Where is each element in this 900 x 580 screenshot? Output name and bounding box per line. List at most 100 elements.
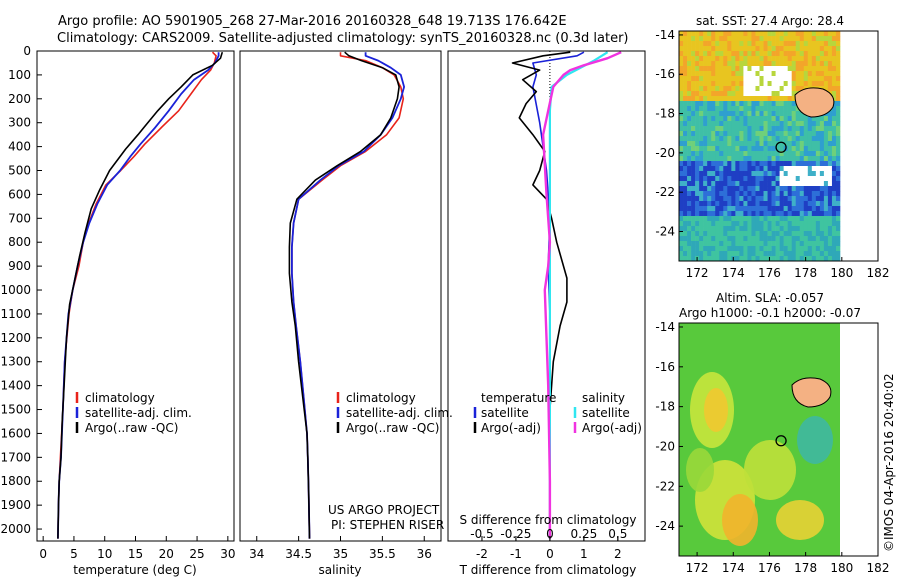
sst-cell [767, 211, 772, 217]
sst-cell [691, 71, 696, 77]
sst-cell [747, 146, 752, 152]
sst-cell [767, 136, 772, 142]
sst-cell [807, 56, 813, 62]
sst-cell [767, 156, 772, 162]
sst-cell [731, 201, 736, 207]
sst-cell [827, 36, 833, 42]
sst-cell [831, 256, 837, 262]
sst-cell [835, 116, 841, 122]
sst-cell [819, 141, 825, 147]
sst-cell [747, 36, 752, 42]
sst-cell [711, 31, 716, 37]
sst-cell [823, 196, 829, 202]
sst-cell [835, 226, 841, 232]
sst-cell [727, 51, 732, 57]
sst-cell [759, 196, 764, 202]
sst-cell [731, 216, 736, 222]
sst-cell [803, 56, 809, 62]
sst-cell [731, 251, 736, 257]
x-tick-label: -1 [510, 547, 522, 561]
sst-cell [759, 221, 764, 227]
sst-cell [763, 136, 768, 142]
sst-cell [787, 156, 792, 162]
difference-plot-area [511, 51, 622, 541]
sst-cell [695, 86, 700, 92]
sst-cell [807, 201, 813, 207]
sst-cell [775, 216, 780, 222]
sst-cell [763, 81, 768, 87]
sst-cell [711, 86, 716, 92]
sst-cell [827, 126, 833, 132]
sst-cell [715, 161, 720, 167]
sst-cell [763, 156, 768, 162]
sst-cell [799, 126, 805, 132]
sst-cell [795, 171, 801, 177]
sst-cell [703, 131, 708, 137]
sst-cell [743, 146, 748, 152]
sst-cell [807, 191, 813, 197]
sst-cell [683, 231, 688, 237]
sst-cell [719, 196, 724, 202]
sst-cell [735, 101, 740, 107]
sst-cell [683, 96, 688, 102]
sst-cell [711, 156, 716, 162]
sst-cell [699, 151, 704, 157]
sst-cell [771, 216, 776, 222]
sst-cell [819, 36, 825, 42]
sst-cell [799, 241, 805, 247]
sst-cell [711, 151, 716, 157]
sst-cell [799, 146, 805, 152]
sst-cell [703, 141, 708, 147]
sst-cell [811, 51, 817, 57]
sst-cell [815, 156, 821, 162]
sst-cell [691, 231, 696, 237]
sst-cell [835, 101, 841, 107]
sst-cell [699, 91, 704, 97]
sst-cell [775, 156, 780, 162]
pi-annotation: PI: STEPHEN RISER [331, 518, 444, 532]
sst-cell [723, 76, 728, 82]
sst-cell [679, 126, 684, 132]
sst-cell [803, 196, 809, 202]
sst-cell [699, 181, 704, 187]
sst-cell [743, 131, 748, 137]
sst-cell [755, 186, 760, 192]
sst-cell [695, 91, 700, 97]
sst-cell [755, 166, 760, 172]
sst-cell [731, 81, 736, 87]
sst-cell [835, 126, 841, 132]
sst-cell [827, 56, 833, 62]
sst-cell [767, 226, 772, 232]
sst-cell [731, 101, 736, 107]
sst-cell [791, 256, 797, 262]
sst-cell [695, 76, 700, 82]
sst-cell [715, 116, 720, 122]
sst-cell [739, 171, 744, 177]
sst-cell [727, 126, 732, 132]
sst-cell [731, 166, 736, 172]
sst-cell [791, 221, 797, 227]
sst-cell [779, 181, 784, 187]
sst-cell [799, 61, 805, 67]
sst-cell [791, 101, 797, 107]
sst-cell [691, 91, 696, 97]
sst-cell [811, 221, 817, 227]
sst-cell [795, 186, 801, 192]
legend-label-temp-argo: Argo(-adj) [481, 421, 541, 435]
sst-cell [835, 151, 841, 157]
sst-cell [703, 106, 708, 112]
sst-cell [763, 66, 768, 72]
sst-cell [743, 231, 748, 237]
sst-cell [743, 226, 748, 232]
sst-cell [703, 211, 708, 217]
sst-cell [715, 86, 720, 92]
sst-cell [715, 196, 720, 202]
sst-cell [683, 126, 688, 132]
sst-cell [763, 241, 768, 247]
sst-cell [831, 186, 837, 192]
sst-cell [819, 51, 825, 57]
sst-cell [787, 36, 792, 42]
sst-cell [739, 141, 744, 147]
sst-cell [807, 251, 813, 257]
sst-cell [679, 81, 684, 87]
